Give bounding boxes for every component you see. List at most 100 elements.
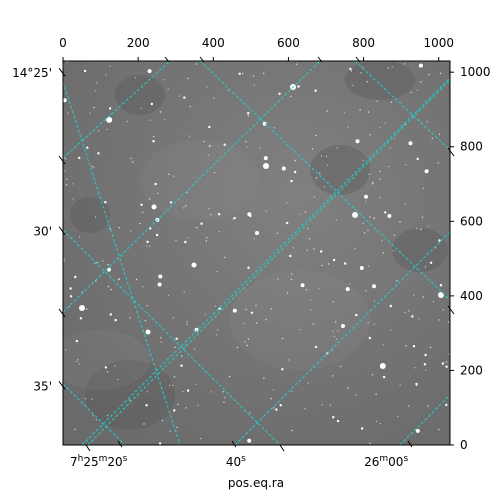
star <box>63 98 67 103</box>
star <box>308 238 311 240</box>
star <box>414 367 416 369</box>
star <box>173 175 175 177</box>
star <box>182 390 184 393</box>
star <box>387 165 390 168</box>
star <box>63 260 65 262</box>
star <box>233 216 236 220</box>
star <box>373 323 376 325</box>
star <box>236 346 239 349</box>
star <box>177 403 179 406</box>
star <box>65 349 67 351</box>
star <box>208 125 211 129</box>
star <box>389 329 392 331</box>
ra-tick-label: 40s <box>226 454 246 469</box>
star <box>106 128 109 131</box>
star <box>415 428 420 433</box>
star <box>158 442 162 445</box>
star <box>185 205 187 207</box>
star <box>373 300 376 302</box>
star <box>379 170 381 173</box>
star <box>213 172 216 174</box>
ra-tick-mark <box>164 56 170 63</box>
ra-tick-mark <box>279 444 285 452</box>
star <box>167 88 169 90</box>
star <box>183 207 185 209</box>
star <box>167 173 170 175</box>
bright-patch <box>140 140 260 220</box>
bright-star <box>352 212 358 218</box>
star <box>315 134 317 137</box>
ra-tick-mark <box>355 56 361 63</box>
star <box>72 198 74 200</box>
star <box>69 287 72 290</box>
star <box>296 63 298 65</box>
star <box>420 81 422 83</box>
star <box>109 313 113 316</box>
star <box>332 375 334 377</box>
star <box>321 404 323 406</box>
bright-star <box>151 204 157 210</box>
bright-patch <box>63 330 150 390</box>
star <box>195 63 198 65</box>
star <box>432 300 435 303</box>
star <box>147 69 152 74</box>
ra-tick-label: 26m00s <box>364 454 408 469</box>
star <box>273 127 276 129</box>
star <box>146 391 149 393</box>
star <box>74 428 76 431</box>
star <box>93 166 95 169</box>
star <box>306 249 308 252</box>
star <box>391 66 393 68</box>
star <box>332 258 336 262</box>
star <box>246 146 248 148</box>
star <box>143 423 145 425</box>
star <box>117 378 119 381</box>
star <box>281 166 286 171</box>
star <box>281 337 284 340</box>
star <box>368 336 371 340</box>
star <box>242 322 245 325</box>
star <box>184 240 187 244</box>
star <box>247 266 250 269</box>
star <box>200 222 203 225</box>
star <box>74 275 77 279</box>
star <box>164 118 166 120</box>
star <box>355 313 358 317</box>
star <box>355 394 357 396</box>
dec-tick-mark <box>58 67 66 77</box>
star <box>393 234 396 236</box>
star <box>345 287 350 292</box>
star <box>180 364 183 367</box>
star <box>139 222 141 225</box>
star <box>293 170 297 174</box>
grid-line <box>234 231 450 445</box>
bright-star <box>79 305 85 311</box>
star <box>163 79 165 81</box>
star <box>379 126 381 128</box>
star <box>109 65 111 68</box>
star <box>270 397 272 400</box>
star <box>146 245 148 247</box>
dec-tick-mark <box>58 226 66 235</box>
star <box>326 164 329 166</box>
grid-line <box>63 383 126 445</box>
star <box>187 77 189 80</box>
star <box>152 140 155 143</box>
star <box>389 147 392 149</box>
star <box>228 375 231 378</box>
star <box>375 393 377 395</box>
star <box>369 442 371 444</box>
star <box>218 307 221 310</box>
bright-star <box>145 329 151 335</box>
star <box>307 228 309 230</box>
star <box>281 368 284 371</box>
star <box>418 318 420 320</box>
star <box>140 203 143 206</box>
star <box>107 285 110 288</box>
star <box>259 147 261 149</box>
star <box>332 416 335 419</box>
star <box>203 140 205 143</box>
grid-line <box>354 61 450 151</box>
star <box>404 203 406 205</box>
star <box>213 97 215 99</box>
